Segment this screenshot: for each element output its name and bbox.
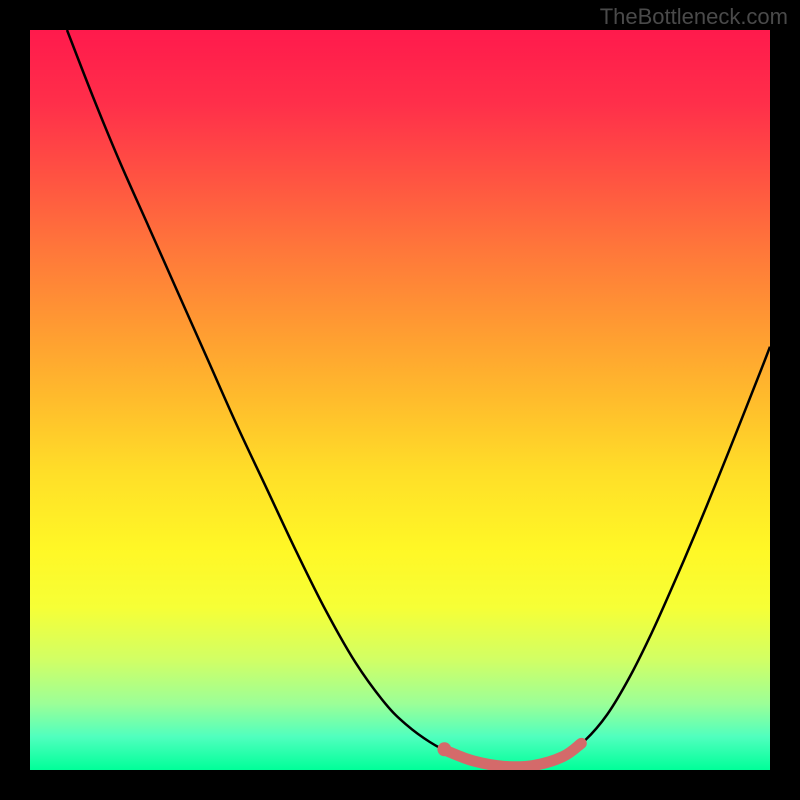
gradient-background: [30, 30, 770, 770]
watermark-text: TheBottleneck.com: [600, 4, 788, 30]
chart-plot-area: [30, 30, 770, 770]
chart-svg: [30, 30, 770, 770]
highlight-marker: [437, 742, 451, 756]
